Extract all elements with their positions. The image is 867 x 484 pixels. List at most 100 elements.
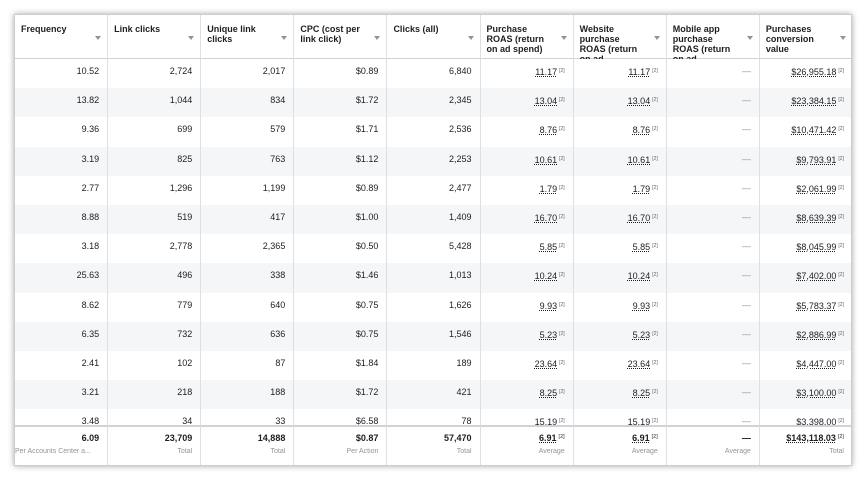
footnote-marker: [2] [652,272,658,279]
sort-caret [188,36,195,40]
footnote-marker: [2] [559,243,565,250]
cell-text: 5.85 [632,242,651,253]
footnote-marker: [2] [558,434,565,440]
table-cell: 825 [108,146,202,176]
table-cell: $3,100.00 [2] [759,380,851,410]
table-cell: $1.72 [294,88,388,118]
cell-text: 87 [275,358,286,368]
cell-text: 421 [456,387,472,398]
cell-text: 189 [456,358,472,368]
footnote-marker: [2] [651,434,658,440]
table-cell: 16.70 [2] [480,205,574,235]
table-cell: 9.93 [2] [573,292,667,322]
footnote-marker: [2] [838,97,844,104]
cell-text: 2,778 [169,241,193,252]
table-cell: 421 [387,380,481,410]
table-cell: $1.84 [294,351,388,381]
cell-text: 825 [177,153,193,164]
cell-text: 834 [270,95,286,106]
cell-text: 34 [182,416,193,425]
cell-text: $1.84 [355,358,379,368]
cell-text: 8.62 [81,299,100,310]
table-cell: 33 [201,409,295,425]
footnote-marker: [2] [838,330,844,337]
footnote-marker: [2] [652,330,658,337]
table-cell: $6.58 [294,409,388,425]
cell-text: Clicks (all) [393,24,439,34]
cell-text: 13.04 [534,96,558,107]
table-cell: — [666,380,760,410]
table-cell: 15.19 [2] [480,409,574,425]
column-header[interactable]: Purchases conversion value [759,15,851,59]
cell-text: 779 [177,299,193,310]
table-cell: 5.85 [2] [573,234,667,264]
footnote-marker: [2] [559,97,565,104]
cell-text: $9,793.91 [796,154,837,165]
table-cell: 11.17 [2] [573,59,667,89]
table-cell: — [666,146,760,176]
table-cell: $1.00 [294,205,388,235]
footer-cell: 23,709 Total [108,425,202,465]
cell-text: 5,428 [449,241,472,252]
cell-text: — [741,387,751,398]
cell-text: 496 [177,270,193,281]
column-header[interactable]: Link clicks [108,15,202,59]
cell-text: — [741,124,751,135]
footnote-marker: [2] [559,360,565,366]
cell-text: CPC (cost per link click) [300,24,360,44]
table-cell: 2,778 [108,234,202,264]
table-cell: 2.41 [15,351,109,381]
table-cell: 15.19 [2] [573,409,667,425]
table-cell: 10.24 [2] [573,263,667,293]
table-cell: 1.79 [2] [573,175,667,205]
table-cell: $3,398.00 [2] [759,409,851,425]
cell-text: 78 [461,416,472,425]
cell-text: — [741,270,751,281]
cell-text: $0.50 [355,241,379,252]
cell-text: $4,447.00 [796,359,837,369]
column-header[interactable]: Mobile app purchase ROAS (return on ad… [666,15,760,64]
cell-text: $8,045.99 [796,242,837,253]
table-cell: 1,013 [387,263,481,293]
footer-cell: 14,888 Total [201,425,295,465]
sort-caret [560,36,567,40]
table-cell: 3.19 [15,146,109,176]
table-cell: 23.64 [2] [573,351,667,381]
cell-text: — [741,182,751,193]
column-header[interactable]: Unique link clicks [201,15,295,59]
cell-text: 2,536 [449,124,472,135]
table-cell: 8.25 [2] [573,380,667,410]
table-cell: 5.23 [2] [573,321,667,351]
table-cell: $0.75 [294,321,388,351]
cell-text: 10.24 [627,271,651,282]
column-header[interactable]: Purchase ROAS (return on ad spend) [480,15,574,59]
column-header[interactable]: Clicks (all) [387,15,481,59]
column-header[interactable]: Frequency [15,15,109,59]
cell-text: Per Action [346,448,379,455]
cell-text: $2,886.99 [796,329,837,340]
table: Frequency Link clicks Unique link clicks CP… [14,14,852,466]
table-cell: $0.50 [294,234,388,264]
footnote-marker: [2] [559,330,565,337]
table-cell: 25.63 [15,263,109,293]
cell-text: 10.52 [76,66,100,76]
table-cell: 13.04 [2] [573,88,667,118]
cell-text: 13.82 [76,95,100,106]
table-cell: 8.25 [2] [480,380,574,410]
cell-text: — [741,416,751,425]
column-header[interactable]: Website purchase ROAS (return on ad… [573,15,667,64]
footnote-marker: [2] [652,214,658,220]
cell-text: 763 [270,153,286,164]
cell-text: 23.64 [627,359,651,369]
table-cell: 87 [201,351,295,381]
table-cell: $26,955.18 [2] [759,59,851,89]
table-cell: 23.64 [2] [480,351,574,381]
table-cell: 579 [201,117,295,147]
footnote-marker: [2] [838,301,844,308]
footnote-marker: [2] [652,389,658,396]
cell-text: Purchases conversion value [765,24,814,54]
column-header[interactable]: CPC (cost per link click) [294,15,388,59]
table-cell: 5.85 [2] [480,234,574,264]
cell-text: 11.17 [628,67,651,77]
cell-text: 2,253 [449,153,472,164]
